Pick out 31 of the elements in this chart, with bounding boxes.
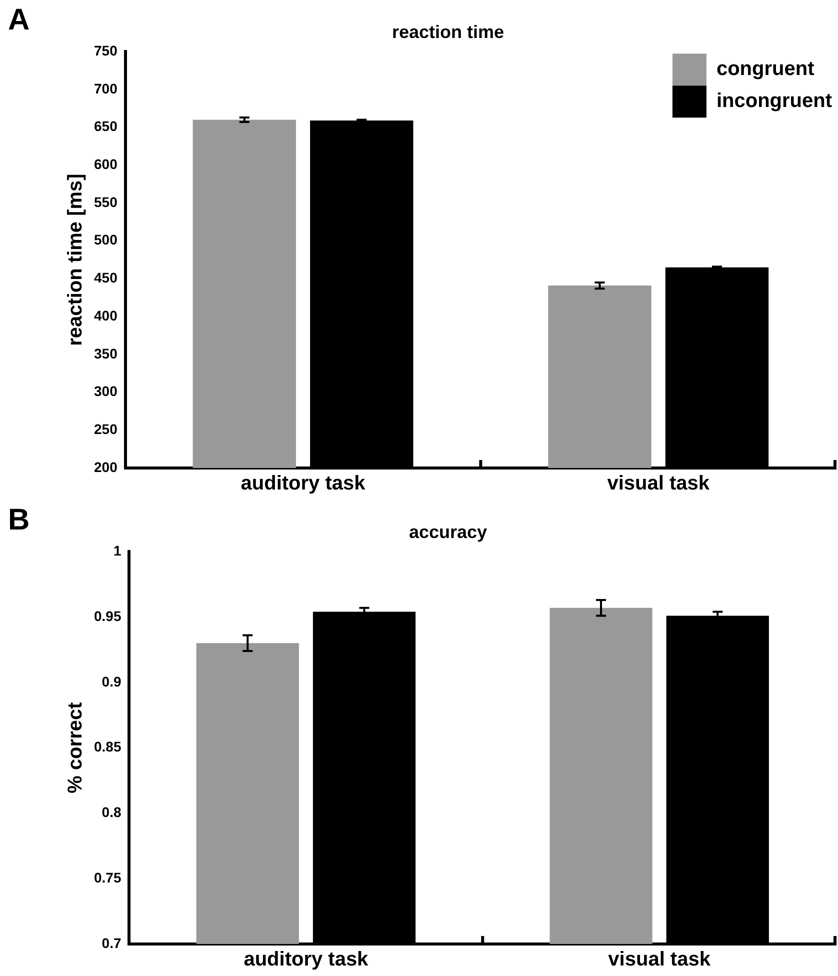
- y-tick-label: 0.85: [94, 738, 122, 755]
- y-tick-label: 0.7: [102, 934, 122, 951]
- x-tick-label: auditory task: [244, 948, 370, 971]
- y-tick-label: 700: [94, 80, 118, 96]
- legend-label: incongruent: [716, 90, 832, 112]
- y-tick-label: 1: [113, 542, 122, 558]
- y-tick-label: 350: [94, 345, 118, 362]
- x-tick-label: visual task: [608, 948, 712, 971]
- y-tick-label: 500: [94, 232, 118, 248]
- y-axis-title: reaction time [ms]: [64, 174, 87, 346]
- x-tick-label: auditory task: [240, 472, 366, 495]
- y-axis-title: % correct: [64, 702, 87, 794]
- y-tick-label: 750: [94, 42, 118, 58]
- y-tick-label: 250: [94, 421, 118, 438]
- y-tick-label: 0.8: [102, 804, 122, 820]
- y-tick-label: 450: [94, 270, 118, 286]
- text: A: [8, 3, 30, 36]
- y-tick-label: 400: [94, 307, 118, 324]
- y-tick-label: 300: [94, 383, 118, 400]
- y-tick-label: 0.95: [94, 608, 122, 624]
- chart-title: accuracy: [408, 522, 488, 542]
- y-tick-label: 600: [94, 156, 118, 172]
- text: B: [8, 503, 30, 536]
- chart-title: reaction time: [392, 22, 504, 42]
- y-tick-label: 0.75: [94, 869, 122, 886]
- y-tick-label: 650: [94, 118, 118, 134]
- legend-label: congruent: [716, 58, 815, 80]
- y-tick-label: 200: [94, 458, 118, 475]
- y-tick-label: 0.9: [102, 673, 122, 690]
- x-tick-label: visual task: [607, 472, 710, 495]
- y-tick-label: 550: [94, 194, 118, 210]
